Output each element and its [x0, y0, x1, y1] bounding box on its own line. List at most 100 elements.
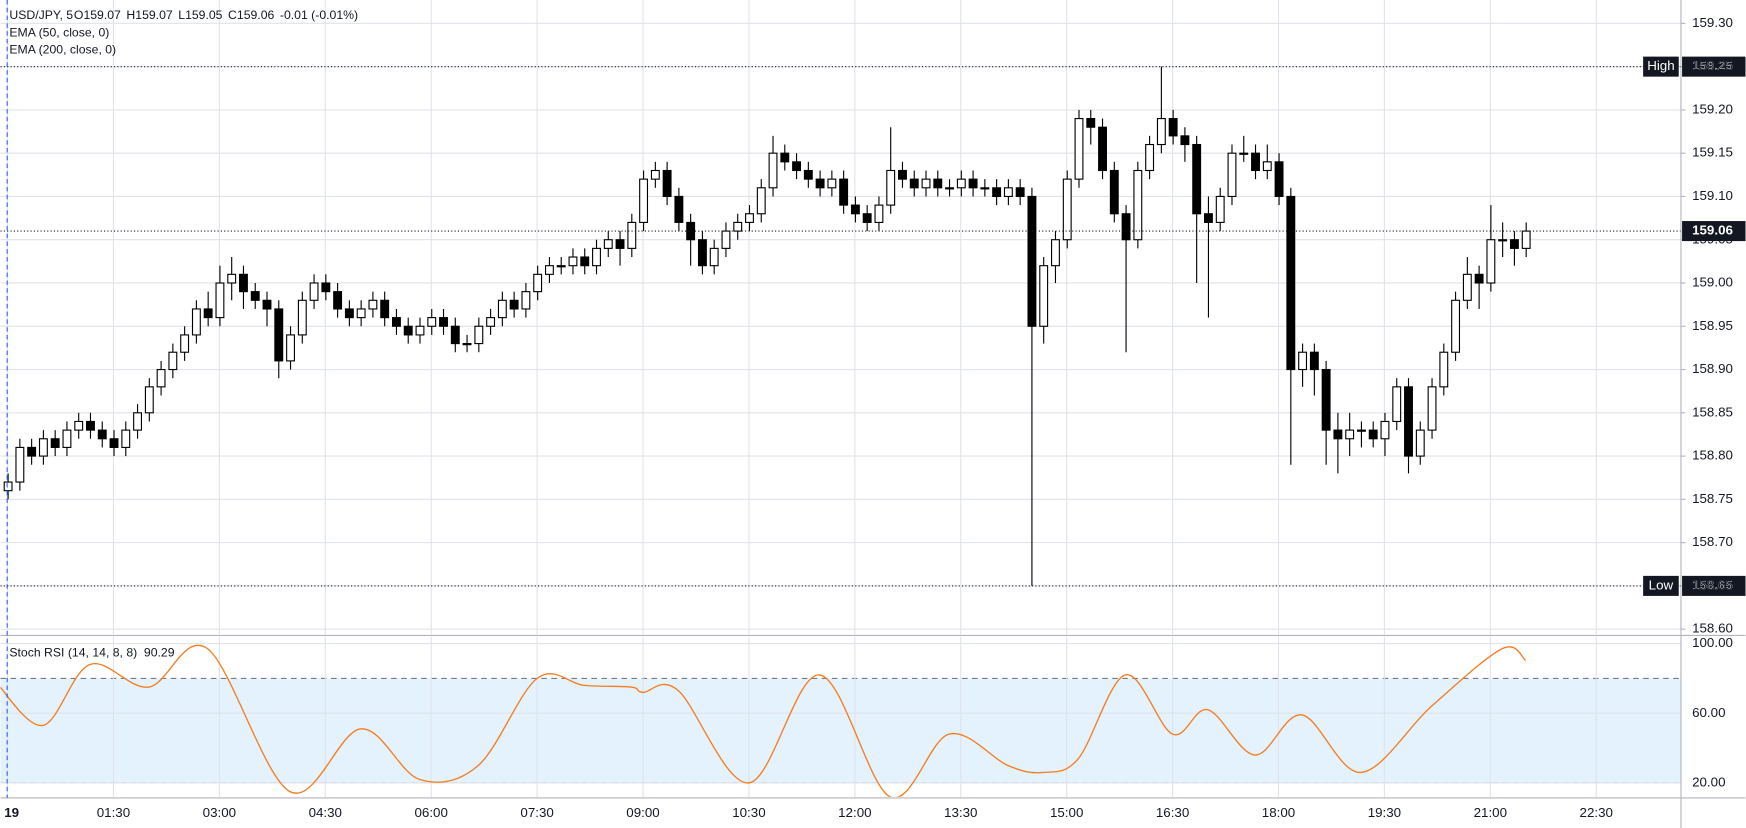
candle-body: [792, 161, 802, 172]
y-tick-label: 159.00: [1692, 275, 1733, 290]
candle-body: [15, 446, 25, 483]
candle-body: [97, 429, 107, 440]
candle-body: [815, 178, 825, 189]
legend: USD/JPY, 5 EMA (50, close, 0) EMA (200, …: [9, 8, 358, 56]
candle-body: [968, 178, 978, 189]
x-tick-label: 09:00: [626, 805, 659, 820]
x-tick-label: 04:30: [309, 805, 342, 820]
candle-body: [1451, 299, 1461, 353]
price-badge-label-bg: [1643, 575, 1679, 596]
candle-body: [1486, 239, 1496, 284]
candle-body: [368, 299, 378, 310]
price-badge-label: High: [1647, 58, 1674, 73]
candle-body: [1474, 273, 1484, 284]
candle-body: [215, 282, 225, 319]
candle-body: [639, 178, 649, 223]
candle-body: [1203, 213, 1213, 223]
candle-body: [1156, 118, 1166, 146]
candle-body: [1215, 195, 1225, 223]
x-tick-label: 18:00: [1262, 805, 1295, 820]
candle-body: [933, 178, 943, 189]
price-badge-label: Low: [1649, 577, 1674, 592]
stoch-band: [0, 678, 1681, 783]
candle-body: [1404, 386, 1413, 457]
candle-body: [674, 195, 684, 223]
candle-body: [227, 273, 237, 284]
price-badge-label-bg: [1643, 56, 1679, 77]
stoch-line: [0, 644, 1527, 797]
candle-body: [156, 368, 166, 388]
candle-body: [839, 178, 849, 206]
candle-body: [603, 239, 613, 249]
candle-body: [886, 169, 896, 206]
candle-body: [1392, 386, 1402, 423]
candle-body: [709, 247, 719, 267]
candle-body: [874, 204, 884, 223]
candle-body: [945, 187, 955, 190]
candle-body: [580, 256, 590, 267]
candle-body: [1462, 273, 1472, 301]
candle-body: [403, 325, 413, 336]
candle-body: [1133, 169, 1143, 241]
candle-body: [250, 291, 260, 301]
candle-body: [768, 152, 778, 189]
candle-body: [686, 221, 696, 241]
indicator-label: EMA (50, close, 0): [9, 26, 109, 40]
candle-body: [1121, 213, 1131, 241]
candle-body: [780, 152, 790, 163]
marks: [0, 66, 1531, 797]
candle-body: [297, 299, 307, 336]
candle-body: [1309, 351, 1319, 371]
legend-value: L159.05: [178, 8, 222, 22]
x-tick-label: 01:30: [97, 805, 130, 820]
candle-body: [850, 204, 860, 215]
candle-body: [109, 438, 119, 448]
y-tick-label: 158.75: [1692, 491, 1733, 506]
candle-body: [168, 351, 178, 371]
candle-body: [191, 308, 201, 336]
candle-body: [391, 317, 401, 327]
candle-body: [1039, 265, 1049, 327]
candle-body: [1145, 143, 1155, 172]
candle-body: [909, 178, 919, 189]
price-badge: [1682, 575, 1746, 596]
candle-body: [474, 325, 484, 345]
candle-body: [286, 334, 295, 362]
candle-body: [121, 429, 131, 448]
x-tick-label: 15:00: [1050, 805, 1083, 820]
candle-body: [898, 169, 907, 180]
candle-body: [862, 213, 872, 223]
candle-body: [274, 308, 284, 362]
candle-body: [1086, 118, 1096, 128]
candle-body: [627, 221, 637, 249]
candle-body: [1062, 178, 1072, 241]
price-badge-value: 159.25: [1692, 58, 1733, 73]
candle-body: [592, 247, 601, 267]
candle-body: [497, 299, 507, 319]
stoch-value: 90.29: [144, 646, 175, 660]
candle-body: [1262, 161, 1272, 172]
legend-value: H159.07: [126, 8, 172, 22]
legend-value: C159.06: [228, 8, 274, 22]
candle-body: [733, 221, 743, 232]
candle-body: [1321, 368, 1331, 431]
candle-body: [1227, 152, 1237, 198]
candle-body: [144, 386, 154, 414]
legend-value: O159.07: [74, 8, 121, 22]
candle-body: [615, 239, 625, 249]
candle-body: [1333, 429, 1343, 440]
indicator-label: EMA (200, close, 0): [9, 42, 116, 56]
candle-body: [1427, 386, 1437, 431]
candle-body: [1368, 429, 1378, 440]
candle-body: [450, 325, 460, 345]
candle-body: [262, 299, 272, 310]
x-tick-label: 13:30: [944, 805, 977, 820]
legend-value: -0.01 (-0.01%): [280, 8, 358, 22]
y-tick-label: 159.30: [1692, 15, 1733, 30]
x-tick-label: 16:30: [1156, 805, 1189, 820]
candle-body: [568, 256, 578, 267]
candle-body: [50, 438, 60, 448]
x-tick-label: 10:30: [732, 805, 765, 820]
